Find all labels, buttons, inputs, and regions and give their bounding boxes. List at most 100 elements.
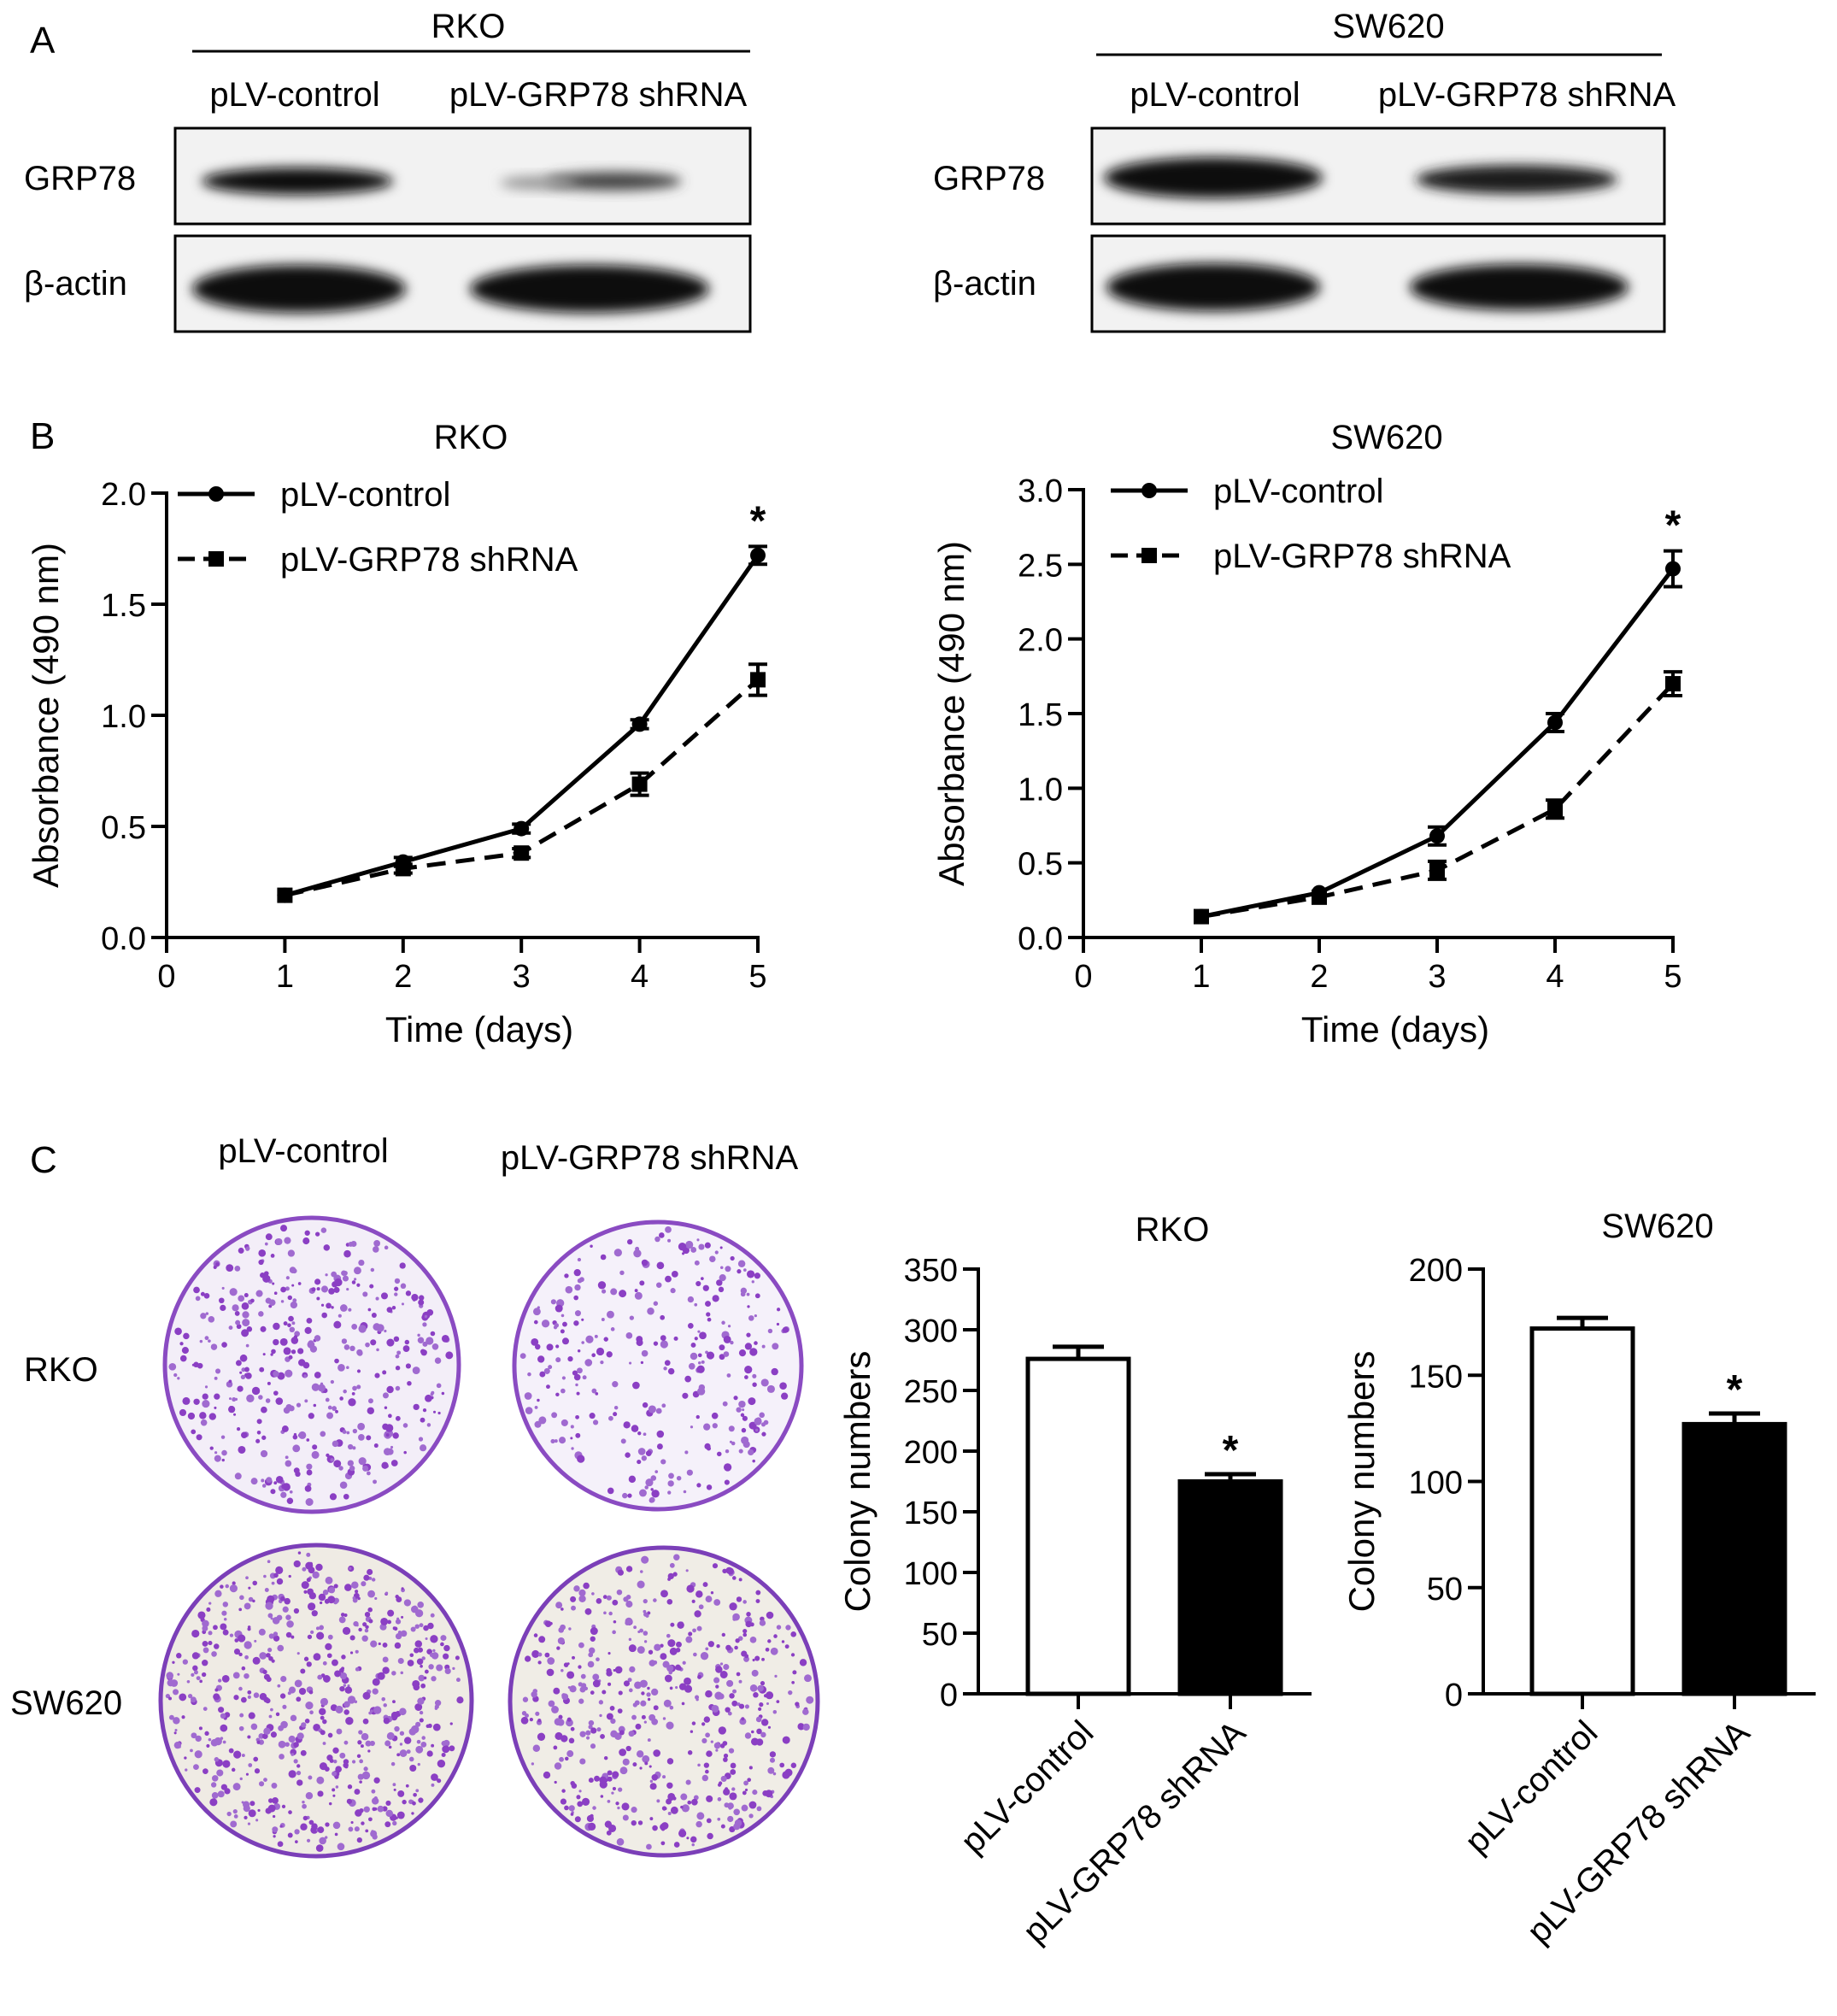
colony-dot: [202, 1400, 210, 1408]
colony-dot: [566, 1717, 572, 1722]
colony-dot: [351, 1392, 355, 1396]
colony-dot: [557, 1637, 565, 1645]
colony-dot: [210, 1343, 218, 1350]
colony-dot: [236, 1427, 241, 1431]
colony-dot: [202, 1660, 208, 1666]
colony-dot: [400, 1671, 404, 1675]
colony-dot: [186, 1680, 191, 1684]
colony-dot: [348, 1398, 356, 1407]
colony-dot: [413, 1684, 420, 1691]
colony-dot: [673, 1554, 680, 1560]
colony-dot: [669, 1562, 675, 1568]
colony-dot: [620, 1438, 626, 1444]
colony-dot: [632, 1381, 640, 1390]
colony-dot: [614, 1666, 623, 1674]
colony-dot: [748, 1813, 754, 1819]
colony-dot: [417, 1762, 420, 1766]
colony-dot: [244, 1641, 252, 1649]
colony-dot: [285, 1631, 292, 1638]
panel-label-c: C: [30, 1139, 57, 1181]
colony-dot: [256, 1431, 261, 1435]
colony-dot: [208, 1339, 211, 1343]
significance-marker-sw620: *: [1665, 503, 1681, 549]
colony-dot: [694, 1260, 700, 1266]
colony-dot: [301, 1722, 307, 1728]
colony-dot: [213, 1265, 217, 1269]
colony-dot: [279, 1754, 285, 1760]
colony-dot: [588, 1725, 593, 1730]
legend-marker-sw620-0: [1142, 483, 1157, 498]
colony-dot: [248, 1586, 251, 1590]
colony-dot: [697, 1674, 702, 1679]
colony-dot: [440, 1642, 444, 1647]
colony-dot: [317, 1826, 325, 1834]
colony-dot: [431, 1343, 439, 1350]
colony-dot: [707, 1832, 713, 1840]
colony-dot: [232, 1581, 236, 1585]
colony-dot: [232, 1304, 239, 1312]
legend-marker-sw620-1: [1142, 548, 1157, 563]
colony-dot: [221, 1674, 230, 1683]
colony-dot: [221, 1286, 225, 1290]
colony-dot: [649, 1496, 655, 1503]
y-tick-label-rko: 1.5: [101, 588, 146, 624]
colony-dot: [723, 1664, 730, 1671]
colony-dot: [426, 1724, 430, 1729]
colony-dot: [716, 1451, 722, 1457]
colony-dot: [322, 1660, 327, 1666]
colony-dot: [360, 1744, 364, 1749]
colony-dot: [622, 1758, 630, 1766]
colony-dot: [399, 1731, 405, 1736]
colony-dot: [667, 1572, 674, 1580]
colony-dot: [744, 1732, 752, 1739]
colony-dot: [784, 1644, 789, 1649]
colony-dot: [744, 1704, 749, 1709]
colony-dot: [383, 1703, 387, 1707]
chart-title-rko: RKO: [1136, 1211, 1210, 1249]
colony-dot: [314, 1278, 321, 1285]
colony-dot: [562, 1321, 567, 1327]
colony-dot: [707, 1641, 714, 1648]
colony-dot: [767, 1766, 775, 1774]
colony-dot: [599, 1780, 607, 1789]
colony-dot: [291, 1635, 295, 1639]
colony-dot: [288, 1686, 296, 1694]
plate-rim-rko-shrna: [512, 1220, 804, 1512]
colony-dot: [628, 1475, 637, 1484]
colony-dot: [760, 1719, 769, 1726]
colony-dot: [639, 1489, 647, 1497]
colony-dot: [557, 1719, 565, 1726]
colony-dot: [245, 1772, 249, 1776]
colony-dot: [718, 1286, 725, 1293]
y-tick-label-rko: 300: [904, 1314, 958, 1349]
colony-dot: [196, 1676, 201, 1681]
colony-dot: [619, 1730, 625, 1736]
colony-dot: [558, 1714, 563, 1719]
colony-dot: [376, 1348, 379, 1352]
colony-dot: [670, 1622, 675, 1627]
colony-dot: [181, 1347, 189, 1355]
colony-dot: [304, 1230, 310, 1236]
colony-dot: [327, 1732, 333, 1738]
colony-dot: [696, 1812, 705, 1820]
colony-dot: [248, 1596, 254, 1602]
colony-dot: [589, 1413, 596, 1419]
data-point-sw620-1: [1194, 908, 1209, 925]
colony-dot: [331, 1271, 337, 1278]
colony-dot: [390, 1761, 396, 1766]
colony-dot: [358, 1627, 362, 1632]
colony-dot: [665, 1275, 672, 1283]
colony-dot: [234, 1638, 239, 1643]
colony-dot: [537, 1355, 545, 1363]
colony-dot: [730, 1340, 734, 1345]
colony-dot: [666, 1721, 674, 1730]
colony-dot: [258, 1628, 266, 1636]
colony-dot: [380, 1617, 389, 1625]
colony-dot: [685, 1240, 694, 1249]
colony-dot: [174, 1327, 182, 1336]
colony-dot: [371, 1313, 377, 1318]
colony-dot: [741, 1804, 748, 1812]
colony-dot: [200, 1419, 208, 1426]
colony-dot: [671, 1270, 678, 1278]
colony-dot: [415, 1721, 421, 1727]
